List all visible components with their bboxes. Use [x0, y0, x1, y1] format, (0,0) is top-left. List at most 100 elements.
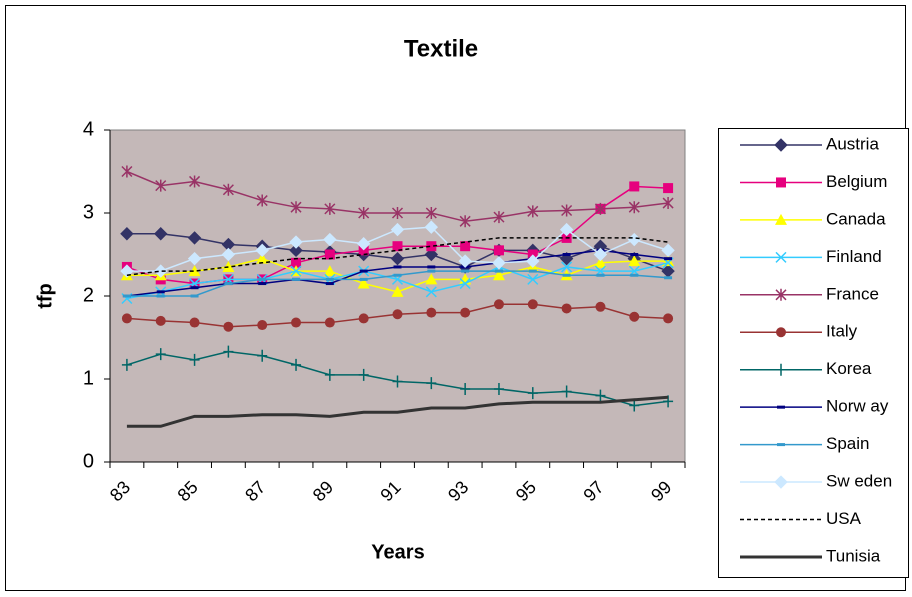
marker	[776, 363, 786, 376]
marker	[190, 286, 199, 290]
marker	[156, 294, 165, 298]
marker	[257, 320, 268, 331]
y-axis-label: tfp	[34, 283, 56, 309]
marker	[256, 252, 269, 264]
marker	[324, 317, 335, 328]
marker	[189, 175, 201, 188]
marker	[459, 215, 471, 228]
marker	[460, 241, 471, 252]
chart-title: Textile	[404, 35, 478, 62]
marker	[664, 276, 673, 280]
y-tick-label: 1	[83, 367, 94, 389]
marker	[324, 368, 335, 381]
marker	[359, 269, 368, 273]
marker	[777, 405, 785, 409]
marker	[561, 261, 573, 273]
marker	[493, 211, 505, 224]
marker	[121, 313, 132, 324]
marker	[425, 273, 438, 285]
series	[121, 165, 674, 228]
marker	[155, 179, 167, 192]
marker	[562, 253, 571, 256]
marker	[323, 232, 337, 247]
marker	[594, 256, 607, 268]
legend-label: Korea	[826, 359, 872, 378]
marker	[460, 382, 471, 395]
marker	[390, 222, 405, 237]
marker	[425, 207, 437, 219]
series	[121, 299, 674, 332]
marker	[492, 256, 506, 270]
marker	[224, 282, 233, 286]
marker	[223, 321, 234, 332]
series	[126, 395, 669, 428]
marker	[222, 183, 234, 196]
marker	[155, 348, 166, 361]
marker	[291, 358, 302, 371]
marker	[662, 197, 674, 210]
marker	[290, 265, 302, 277]
marker	[595, 389, 606, 402]
marker	[190, 294, 199, 298]
marker	[527, 205, 539, 218]
marker	[357, 277, 370, 289]
legend-label: USA	[826, 509, 862, 528]
marker	[630, 273, 639, 277]
y-tick-label: 3	[83, 201, 94, 223]
marker	[156, 290, 165, 294]
legend-label: Norw ay	[826, 397, 889, 416]
marker	[392, 241, 403, 252]
marker	[664, 257, 673, 261]
marker	[493, 382, 504, 395]
marker	[561, 385, 572, 398]
marker	[776, 327, 786, 338]
marker	[291, 257, 302, 268]
marker	[774, 138, 788, 152]
marker	[775, 251, 787, 263]
marker	[492, 269, 505, 281]
marker	[324, 202, 336, 215]
marker	[629, 399, 640, 412]
marker	[292, 277, 301, 281]
marker	[391, 207, 404, 219]
series	[122, 269, 673, 298]
marker	[628, 201, 640, 214]
marker	[424, 247, 439, 262]
legend-box	[718, 128, 909, 578]
marker	[663, 313, 674, 324]
marker	[122, 294, 131, 298]
marker	[258, 282, 267, 286]
marker	[427, 269, 436, 273]
legend-label: Belgium	[826, 172, 887, 191]
marker	[594, 202, 606, 215]
marker	[289, 243, 303, 258]
marker	[426, 377, 437, 390]
marker	[325, 282, 334, 286]
marker	[187, 251, 202, 266]
marker	[291, 317, 302, 328]
marker	[358, 368, 369, 381]
marker	[493, 299, 504, 310]
marker	[527, 273, 539, 285]
marker	[255, 243, 269, 258]
legend-label: Italy	[826, 322, 858, 341]
marker	[391, 285, 404, 297]
marker	[187, 231, 202, 245]
marker	[775, 288, 787, 301]
marker	[323, 265, 336, 277]
marker	[393, 273, 402, 277]
marker	[257, 349, 268, 362]
marker	[189, 353, 200, 366]
marker	[458, 254, 472, 268]
marker	[630, 253, 639, 256]
marker	[120, 264, 134, 278]
marker	[493, 245, 504, 256]
marker	[460, 307, 471, 318]
y-tick-label: 0	[83, 450, 94, 472]
marker	[528, 269, 537, 273]
marker	[663, 183, 674, 194]
marker	[258, 277, 267, 281]
marker	[325, 277, 334, 281]
marker	[358, 313, 369, 324]
